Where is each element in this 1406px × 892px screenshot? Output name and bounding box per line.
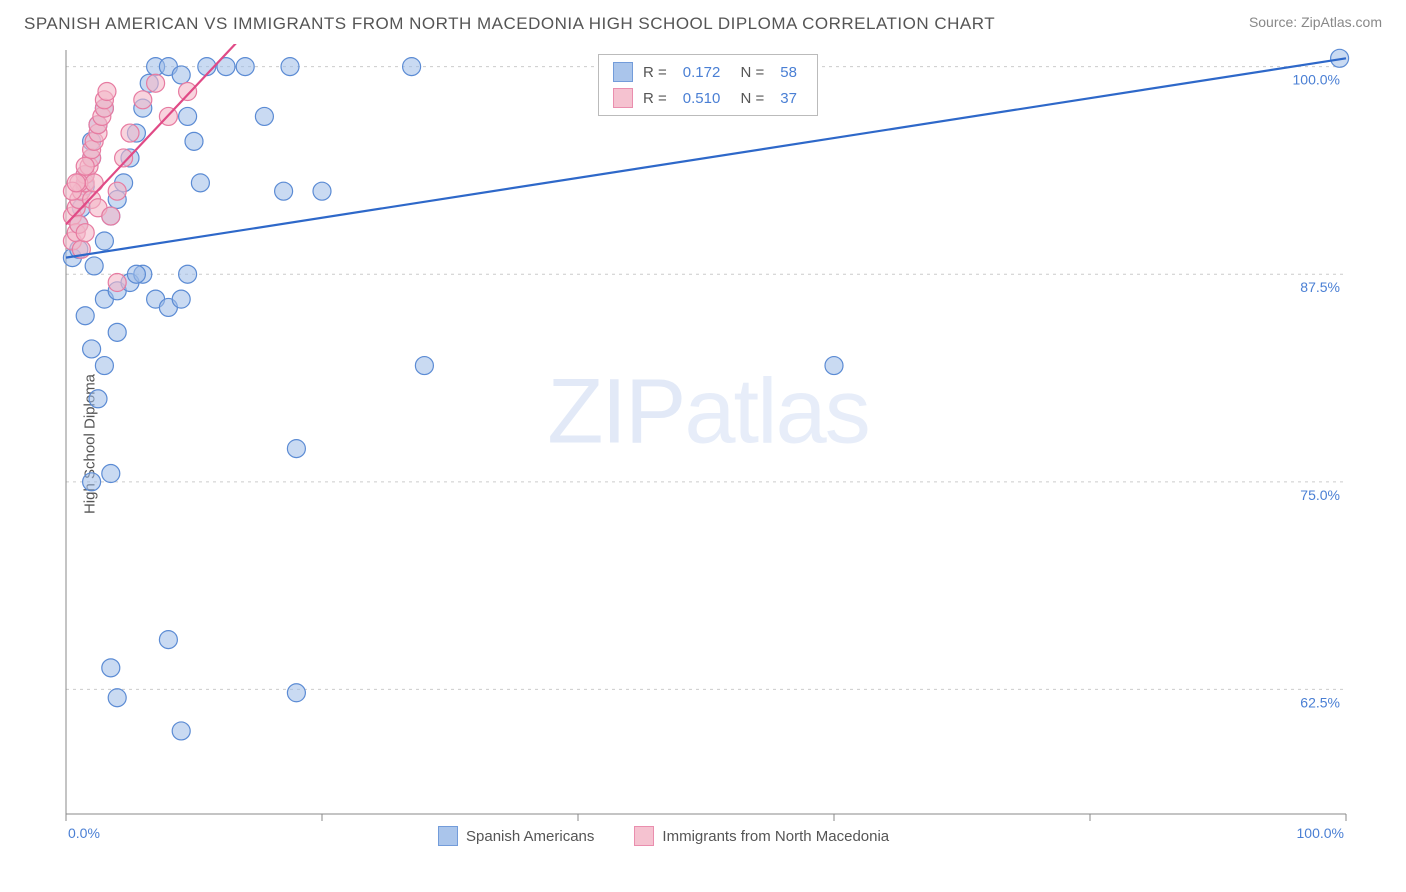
svg-text:100.0%: 100.0% (1293, 72, 1340, 88)
chart-svg: 62.5% 75.0% 87.5% 100.0% 0.0% 100.0% (58, 44, 1358, 844)
legend-n-label: N = (736, 64, 764, 81)
legend-swatch (613, 62, 633, 82)
plot-area: ZIPatlas 62.5%75.0%87.5%100.0%0.0%100.0%… (58, 44, 1358, 844)
legend-n-value: 58 (780, 64, 797, 81)
series-legend: Spanish Americans Immigrants from North M… (438, 826, 889, 846)
chart-container: High School Diploma ZIPatlas 62.5%75.0%8… (48, 44, 1388, 844)
legend-r-value: 0.172 (683, 64, 721, 81)
legend-row: R = 0.172 N = 58 (599, 59, 817, 85)
legend-swatch (438, 826, 458, 846)
legend-r-label: R = (643, 64, 667, 81)
legend-n-value: 37 (780, 90, 797, 107)
source-label: Source: ZipAtlas.com (1249, 14, 1382, 30)
series-legend-label: Spanish Americans (466, 828, 594, 845)
svg-text:100.0%: 100.0% (1297, 825, 1344, 841)
svg-text:0.0%: 0.0% (68, 825, 100, 841)
legend-swatch (634, 826, 654, 846)
legend-r-value: 0.510 (683, 90, 721, 107)
legend-r-label: R = (643, 90, 667, 107)
series-legend-item: Immigrants from North Macedonia (634, 826, 889, 846)
legend-swatch (613, 88, 633, 108)
svg-text:62.5%: 62.5% (1300, 694, 1340, 710)
series-legend-label: Immigrants from North Macedonia (662, 828, 889, 845)
series-legend-item: Spanish Americans (438, 826, 594, 846)
chart-title: SPANISH AMERICAN VS IMMIGRANTS FROM NORT… (24, 14, 995, 34)
svg-text:87.5%: 87.5% (1300, 279, 1340, 295)
legend-row: R = 0.510 N = 37 (599, 85, 817, 111)
correlation-legend: R = 0.172 N = 58 R = 0.510 N = 37 (598, 54, 818, 116)
legend-n-label: N = (736, 90, 764, 107)
svg-text:75.0%: 75.0% (1300, 487, 1340, 503)
